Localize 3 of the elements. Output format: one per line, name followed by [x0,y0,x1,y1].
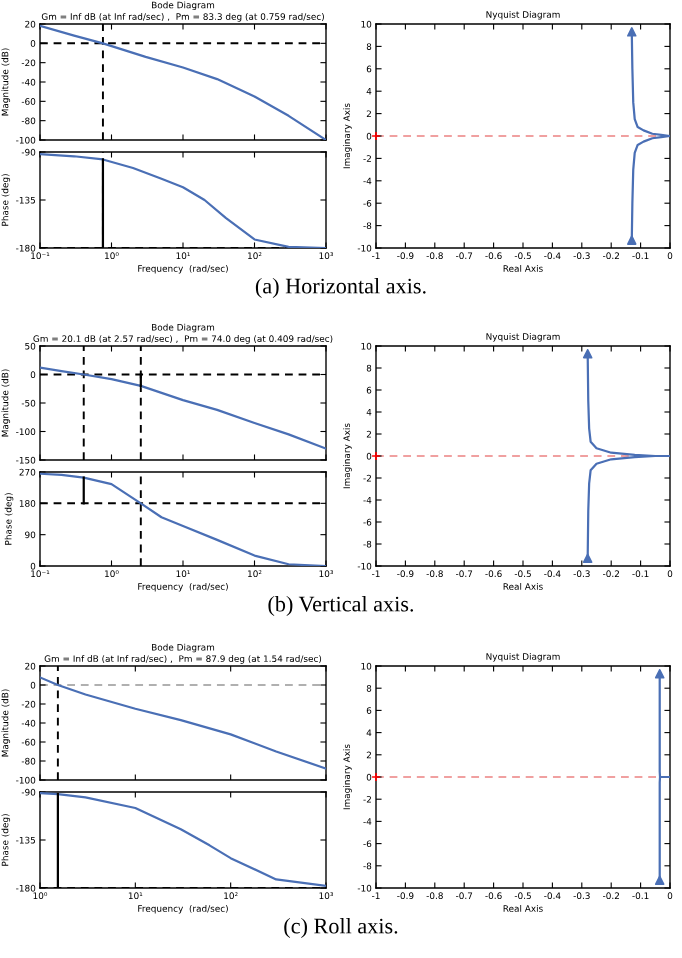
text: (b) Vertical axis. [268,595,414,617]
text: (c) Roll axis. [284,917,398,939]
text: (a) Horizontal axis. [255,277,426,299]
